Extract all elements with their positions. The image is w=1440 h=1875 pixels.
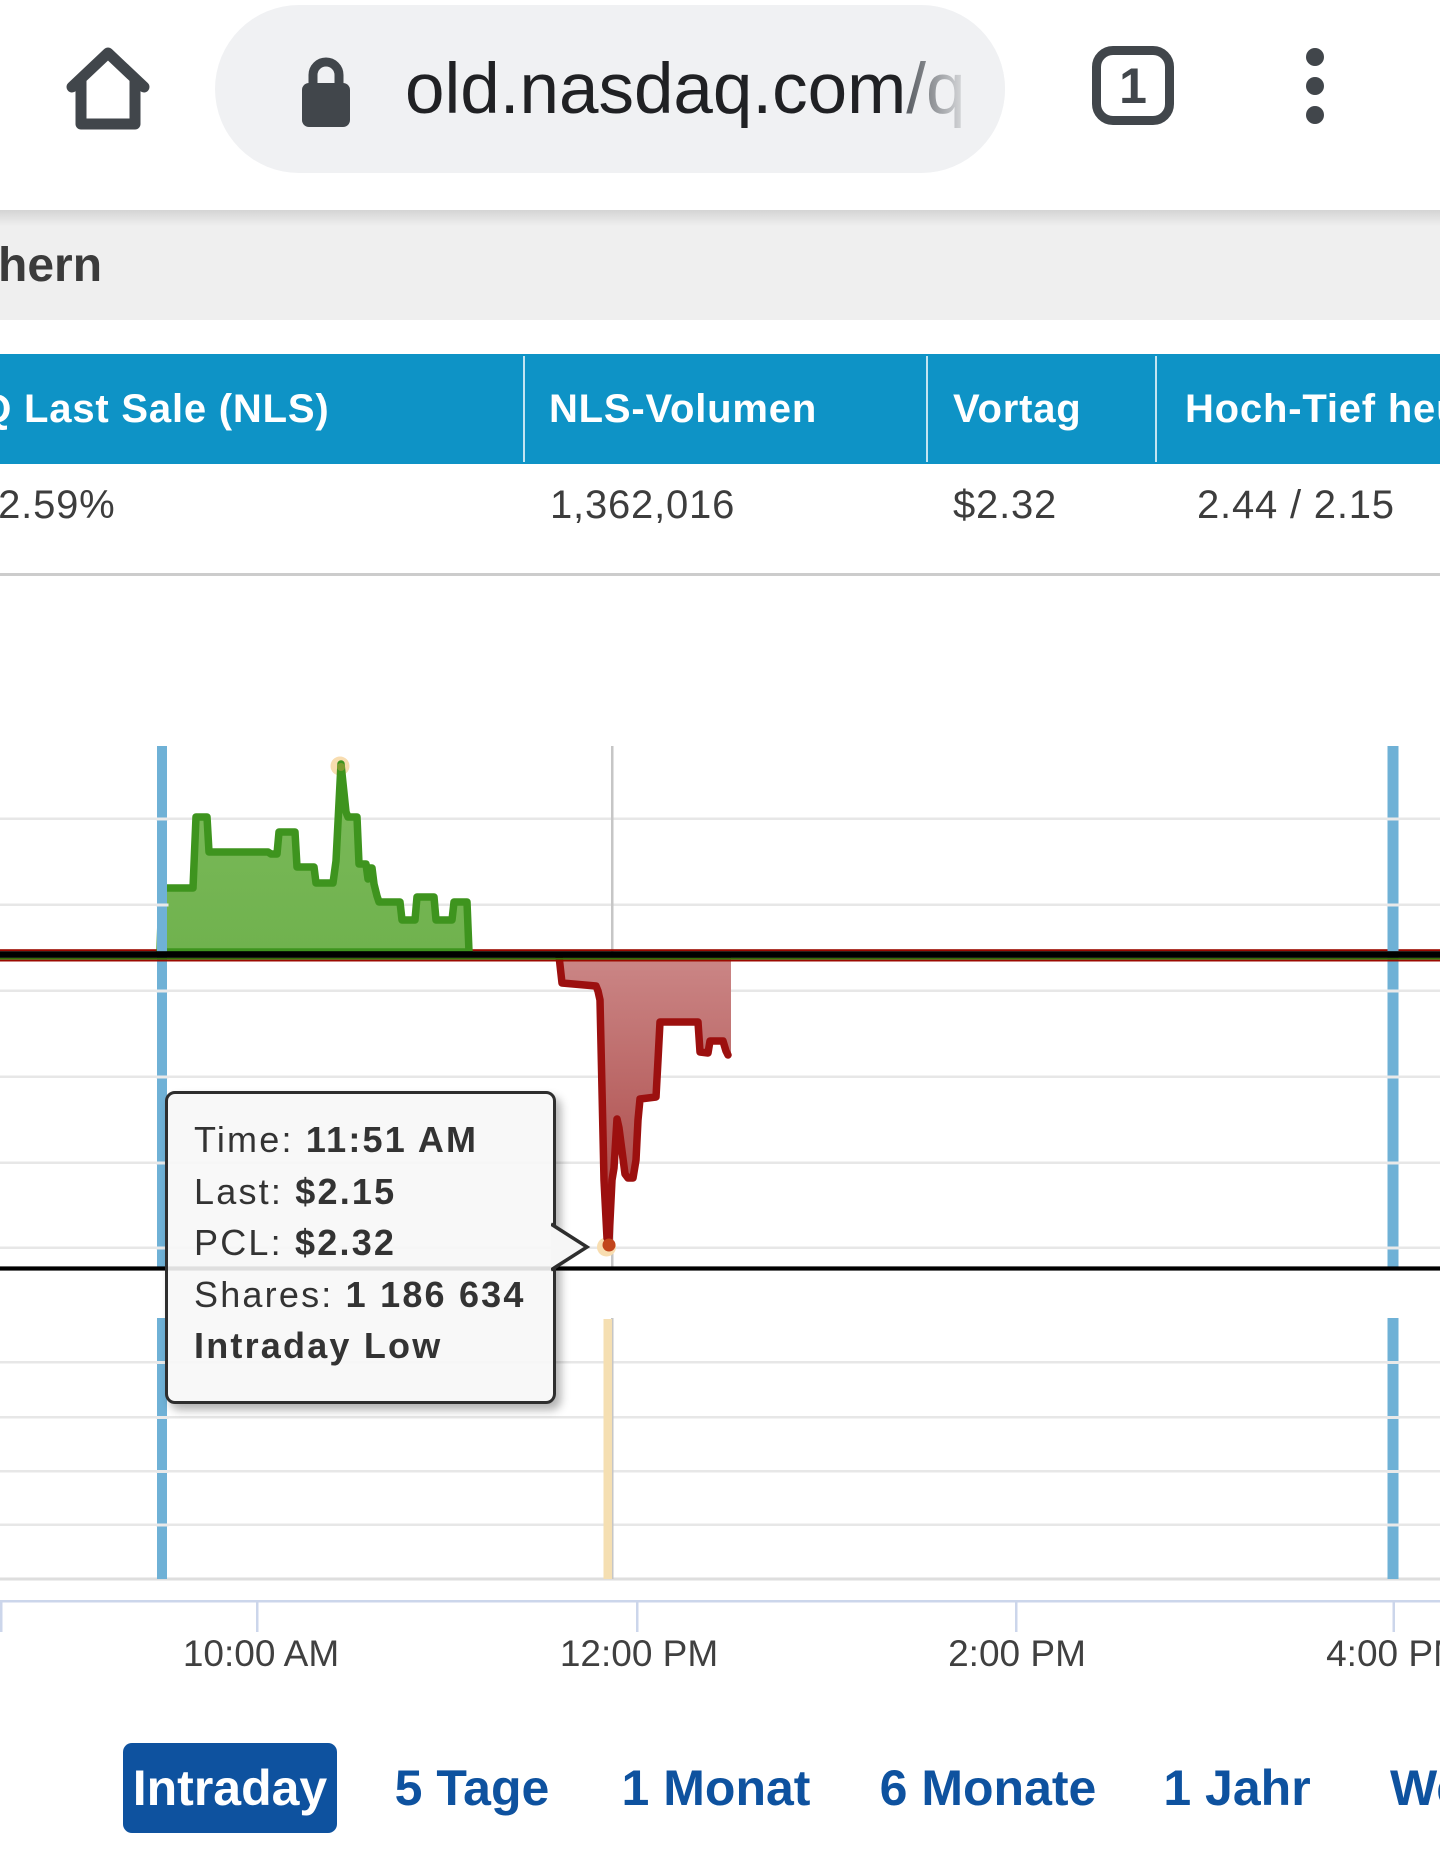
svg-text:10:00 AM: 10:00 AM [183,1633,339,1674]
svg-text:12:00 PM: 12:00 PM [560,1633,718,1674]
svg-text:4:00 PM: 4:00 PM [1326,1633,1440,1674]
svg-text:2:00 PM: 2:00 PM [948,1633,1086,1674]
